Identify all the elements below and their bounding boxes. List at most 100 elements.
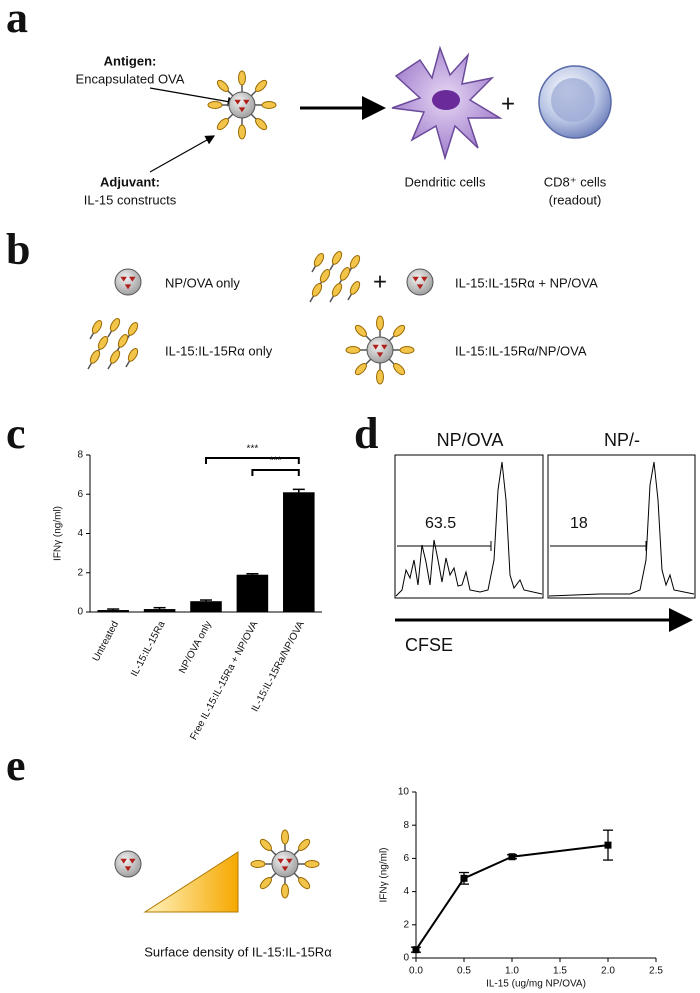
ligand	[216, 79, 229, 92]
plot-title: NP/-	[604, 430, 640, 450]
x-tick-label: IL-15:IL-15Ra/NP/OVA	[250, 619, 307, 714]
antigen	[120, 276, 127, 282]
ligand	[207, 101, 223, 109]
pointer	[149, 135, 216, 173]
antigen	[372, 344, 379, 350]
ligand	[109, 350, 121, 364]
ligand	[339, 267, 351, 281]
cd8-label: CD8⁺ cells	[544, 174, 607, 189]
x-tick-label: IL-15:IL-15Ra	[129, 619, 168, 679]
ligand	[376, 369, 384, 385]
y-tick-label: 0	[403, 953, 409, 964]
nanoparticle	[366, 336, 394, 364]
ligand	[216, 118, 229, 131]
antigen-title: Antigen:	[104, 53, 157, 68]
plus: +	[501, 90, 515, 117]
ligand	[127, 348, 139, 362]
bar	[283, 492, 315, 612]
antigen	[124, 284, 132, 290]
axis-label: CFSE	[405, 635, 453, 655]
antigen	[243, 99, 250, 105]
ligand	[281, 883, 289, 899]
significance-bracket	[251, 469, 300, 476]
gate-value: 18	[570, 515, 588, 532]
nanoparticle	[228, 91, 256, 119]
panel-label: d	[354, 409, 378, 458]
ligand	[354, 363, 367, 376]
antigen	[120, 858, 127, 864]
adjuvant-title: Adjuvant:	[100, 174, 160, 189]
panel-label: c	[6, 409, 26, 458]
gate-value: 63.5	[425, 515, 456, 532]
y-axis-label: IFNγ (ng/ml)	[53, 506, 64, 561]
panel-label: e	[6, 741, 26, 790]
histogram	[548, 461, 695, 597]
antigen	[129, 276, 136, 282]
ligand	[255, 118, 268, 131]
y-tick-label: 2	[403, 919, 409, 930]
point	[412, 946, 420, 954]
caption: Surface density of IL-15:IL-15Rα	[144, 944, 332, 959]
dc-label: Dendritic cells	[405, 174, 486, 189]
ligand	[89, 350, 101, 364]
ligand	[127, 322, 139, 336]
x-axis-label: IL-15 (ug/mg NP/OVA)	[486, 979, 586, 990]
x-tick-label: 0.5	[457, 966, 471, 977]
ligand	[399, 346, 415, 354]
antigen	[238, 107, 246, 113]
antigen	[286, 858, 293, 864]
y-axis-label: IFNγ (ng/ml)	[379, 848, 390, 903]
ligand	[91, 320, 103, 334]
ligand	[349, 281, 361, 295]
gradient-triangle	[143, 851, 239, 913]
x-tick-label: 2.0	[601, 966, 615, 977]
ligand	[255, 79, 268, 92]
ligand	[298, 877, 311, 890]
ligand	[393, 363, 406, 376]
y-tick-label: 2	[77, 567, 83, 578]
significance-label: ***	[270, 456, 282, 467]
x-tick-label: NP/OVA only	[177, 619, 214, 675]
ligand	[250, 860, 266, 868]
ligand	[97, 336, 109, 350]
significance-bracket	[205, 457, 300, 464]
antigen	[376, 352, 384, 358]
plus: +	[373, 268, 387, 295]
antigen-text: Encapsulated OVA	[76, 71, 185, 86]
cd8-note: (readout)	[549, 192, 602, 207]
ligand	[393, 324, 406, 337]
antigen	[421, 276, 428, 282]
antigen	[277, 858, 284, 864]
ligand	[319, 269, 331, 283]
ligand	[354, 324, 367, 337]
adjuvant-text: IL-15 constructs	[84, 192, 177, 207]
ligand	[259, 838, 272, 851]
condition-label: IL-15:IL-15Rα + NP/OVA	[455, 275, 598, 290]
significance-label: ***	[247, 444, 259, 455]
ligand	[238, 70, 246, 86]
nucleus	[432, 90, 460, 110]
plot-frame	[394, 454, 544, 599]
y-tick-label: 8	[77, 450, 83, 461]
ligand	[376, 315, 384, 331]
point	[604, 841, 612, 849]
x-tick-label: Untreated	[91, 619, 121, 663]
ligand	[331, 251, 343, 265]
bar	[143, 609, 176, 612]
ligand	[345, 346, 361, 354]
condition-label: IL-15:IL-15Rα only	[165, 343, 273, 358]
ligand	[259, 877, 272, 890]
ligand	[261, 101, 277, 109]
y-tick-label: 10	[398, 787, 410, 798]
ligand	[349, 255, 361, 269]
histogram	[395, 461, 543, 597]
condition-label: IL-15:IL-15Rα/NP/OVA	[455, 343, 587, 358]
panel-label: a	[6, 0, 28, 42]
point	[460, 874, 468, 882]
nanoparticle	[271, 850, 299, 878]
panel-label: b	[6, 225, 30, 274]
y-tick-label: 6	[403, 853, 409, 864]
ligand	[281, 829, 289, 845]
x-tick-label: 1.0	[505, 966, 519, 977]
line	[415, 844, 609, 951]
